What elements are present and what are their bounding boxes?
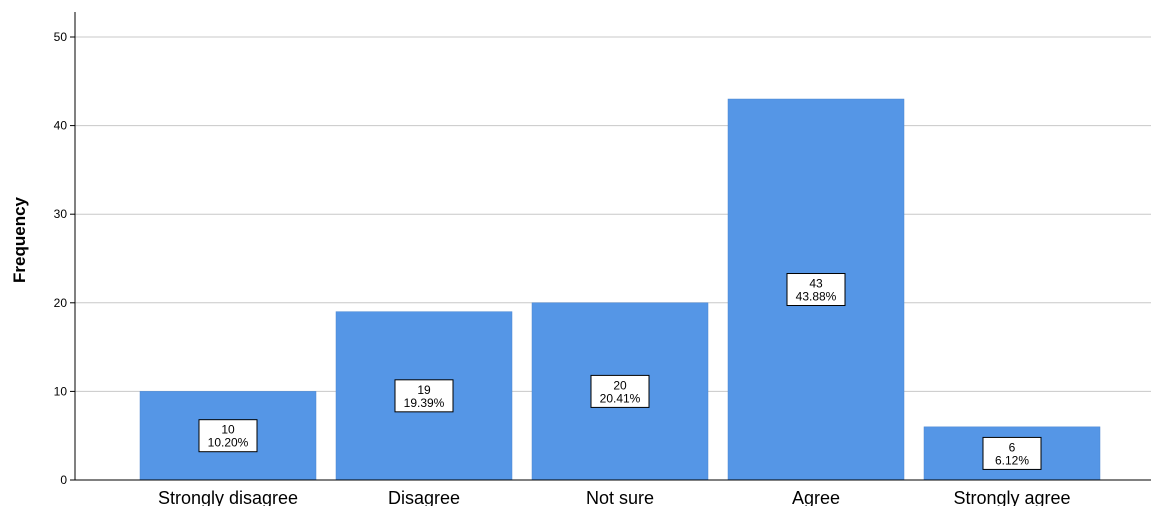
x-tick-label: Agree [792,488,840,506]
data-label-box [786,273,846,307]
axes: 0 10 20 30 40 50 Strongly disagree Disagree Not … [54,12,1151,506]
x-tick-label: Strongly disagree [158,488,298,506]
data-label-percent: 20.41% [600,391,641,405]
data-label-box [394,379,454,413]
x-tick-label: Not sure [586,488,654,506]
y-tick-label: 40 [54,119,68,133]
y-tick-label: 0 [60,473,67,487]
x-tick-label: Strongly agree [953,488,1070,506]
data-label-percent: 19.39% [404,396,445,410]
y-tick-label: 30 [54,207,68,221]
data-label-percent: 10.20% [208,436,249,450]
y-tick-label: 20 [54,296,68,310]
y-axis-label: Frequency [10,196,29,283]
data-label-count: 43 [809,277,823,291]
data-label-count: 10 [221,423,235,437]
data-label-count: 19 [417,383,431,397]
y-tick-label: 10 [54,384,68,398]
data-label-percent: 43.88% [796,290,837,304]
data-label-box [590,374,650,408]
data-label-count: 20 [613,378,627,392]
data-label-box [198,419,258,453]
bars [139,98,1101,481]
data-label-percent: 6.12% [995,453,1029,467]
gridlines [75,36,1151,392]
data-label-count: 6 [1009,440,1016,454]
data-label-box [982,436,1042,470]
x-tick-label: Disagree [388,488,460,506]
y-tick-label: 50 [54,30,68,44]
